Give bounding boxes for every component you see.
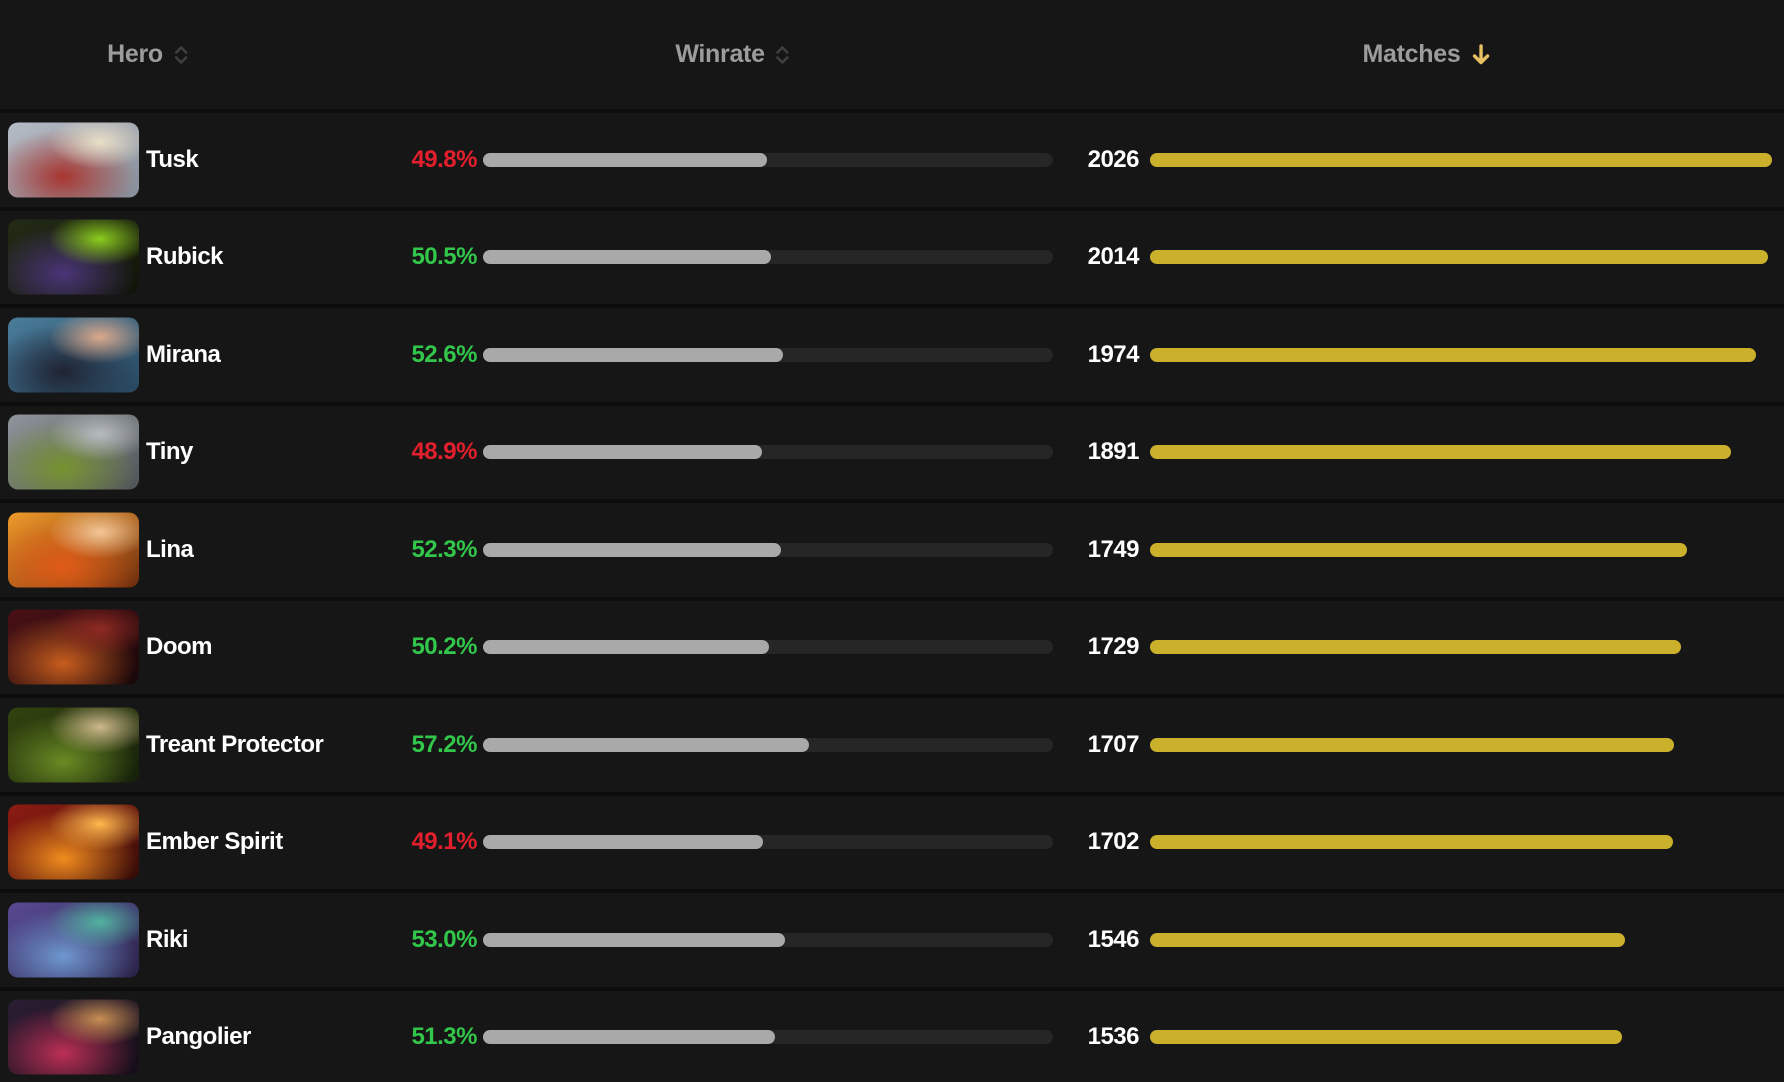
winrate-value: 52.3% — [411, 535, 477, 563]
hero-row[interactable]: Ember Spirit 49.1% 1702 — [0, 791, 1784, 889]
column-header-winrate[interactable]: Winrate — [675, 0, 790, 109]
hero-portrait — [8, 902, 139, 978]
matches-bar — [1150, 347, 1756, 362]
winrate-bar-fill — [483, 542, 782, 557]
winrate-bar-track — [483, 737, 1053, 752]
winrate-bar-fill — [483, 737, 810, 752]
matches-value: 1707 — [1087, 730, 1140, 758]
winrate-value: 51.3% — [411, 1023, 477, 1051]
hero-portrait — [8, 317, 139, 393]
winrate-column-label: Winrate — [675, 40, 765, 68]
winrate-bar-track — [483, 542, 1053, 557]
hero-row[interactable]: Rubick 50.5% 2014 — [0, 206, 1784, 304]
winrate-bar-track — [483, 250, 1053, 265]
matches-value: 1702 — [1087, 828, 1140, 856]
winrate-bar-fill — [483, 250, 771, 265]
hero-name: Treant Protector — [146, 730, 324, 758]
matches-bar — [1150, 737, 1674, 752]
matches-value: 1546 — [1087, 925, 1140, 953]
winrate-bar-fill — [483, 152, 767, 167]
hero-name: Tiny — [146, 438, 193, 466]
winrate-value: 48.9% — [411, 438, 477, 466]
matches-column-label: Matches — [1362, 40, 1461, 68]
hero-row[interactable]: Treant Protector 57.2% 1707 — [0, 694, 1784, 792]
winrate-bar-fill — [483, 835, 763, 850]
winrate-bar-track — [483, 347, 1053, 362]
winrate-value: 57.2% — [411, 730, 477, 758]
sort-desc-arrow-icon — [1470, 42, 1491, 67]
matches-value: 1891 — [1087, 438, 1140, 466]
winrate-value: 50.5% — [411, 243, 477, 271]
hero-row[interactable]: Riki 53.0% 1546 — [0, 889, 1784, 987]
hero-portrait — [8, 414, 139, 490]
hero-row[interactable]: Doom 50.2% 1729 — [0, 596, 1784, 694]
matches-bar — [1150, 835, 1673, 850]
matches-bar — [1150, 250, 1768, 265]
matches-value: 1729 — [1087, 633, 1140, 661]
hero-name: Mirana — [146, 340, 221, 368]
matches-value: 2026 — [1087, 145, 1140, 173]
winrate-value: 50.2% — [411, 633, 477, 661]
table-body: Tusk 49.8% 2026 Rubick 50.5% 2014 Mirana… — [0, 109, 1784, 1082]
winrate-bar-fill — [483, 932, 786, 947]
hero-portrait — [8, 707, 139, 783]
winrate-value: 53.0% — [411, 925, 477, 953]
hero-row[interactable]: Tiny 48.9% 1891 — [0, 401, 1784, 499]
matches-value: 1749 — [1087, 535, 1140, 563]
hero-portrait — [8, 999, 139, 1075]
winrate-bar-fill — [483, 347, 783, 362]
hero-name: Pangolier — [146, 1023, 251, 1051]
winrate-bar-fill — [483, 640, 770, 655]
hero-name: Doom — [146, 633, 213, 661]
table-header: Hero Winrate Matches — [0, 0, 1784, 109]
hero-row[interactable]: Pangolier 51.3% 1536 — [0, 986, 1784, 1082]
hero-portrait — [8, 804, 139, 880]
matches-value: 1974 — [1087, 340, 1140, 368]
matches-bar — [1150, 152, 1772, 167]
matches-bar — [1150, 1030, 1622, 1045]
sort-both-icon — [173, 44, 189, 66]
winrate-bar-track — [483, 152, 1053, 167]
hero-portrait — [8, 609, 139, 685]
sort-both-icon — [775, 44, 791, 66]
winrate-bar-track — [483, 932, 1053, 947]
matches-value: 2014 — [1087, 243, 1140, 271]
hero-name: Riki — [146, 925, 189, 953]
hero-column-label: Hero — [107, 40, 163, 68]
winrate-value: 49.8% — [411, 145, 477, 173]
winrate-bar-track — [483, 835, 1053, 850]
hero-name: Rubick — [146, 243, 224, 271]
winrate-bar-track — [483, 1030, 1053, 1045]
matches-bar — [1150, 640, 1681, 655]
matches-bar — [1150, 932, 1625, 947]
hero-name: Ember Spirit — [146, 828, 283, 856]
hero-name: Lina — [146, 535, 194, 563]
winrate-bar-track — [483, 640, 1053, 655]
matches-value: 1536 — [1087, 1023, 1140, 1051]
hero-name: Tusk — [146, 145, 199, 173]
hero-row[interactable]: Lina 52.3% 1749 — [0, 499, 1784, 597]
winrate-value: 49.1% — [411, 828, 477, 856]
winrate-value: 52.6% — [411, 340, 477, 368]
winrate-bar-fill — [483, 1030, 776, 1045]
winrate-bar-fill — [483, 445, 762, 460]
matches-bar — [1150, 542, 1687, 557]
hero-row[interactable]: Mirana 52.6% 1974 — [0, 304, 1784, 402]
column-header-hero[interactable]: Hero — [107, 0, 189, 109]
hero-portrait — [8, 512, 139, 588]
matches-bar — [1150, 445, 1731, 460]
hero-portrait — [8, 122, 139, 198]
winrate-bar-track — [483, 445, 1053, 460]
column-header-matches[interactable]: Matches — [1363, 0, 1492, 109]
hero-portrait — [8, 219, 139, 295]
hero-row[interactable]: Tusk 49.8% 2026 — [0, 109, 1784, 207]
